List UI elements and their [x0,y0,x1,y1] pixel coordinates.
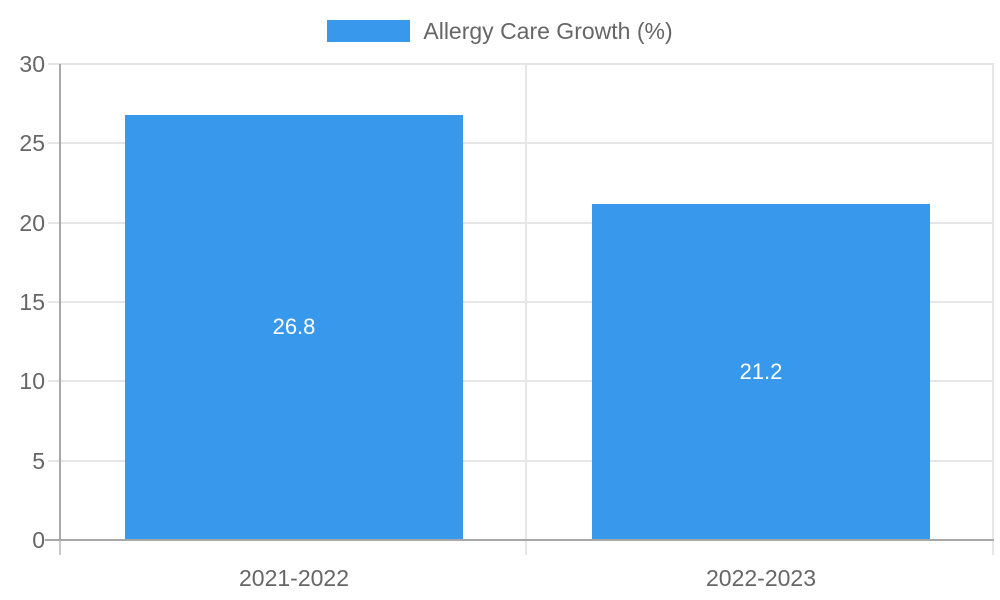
chart-legend[interactable]: Allergy Care Growth (%) [0,19,1000,43]
legend-color-swatch [327,20,411,42]
bar-value-label: 21.2 [739,359,783,384]
bar-value-label: 26.8 [272,314,316,339]
bar-2021-2022[interactable] [125,115,463,540]
legend-label: Allergy Care Growth (%) [423,18,673,44]
bar-2022-2023[interactable] [592,204,930,540]
